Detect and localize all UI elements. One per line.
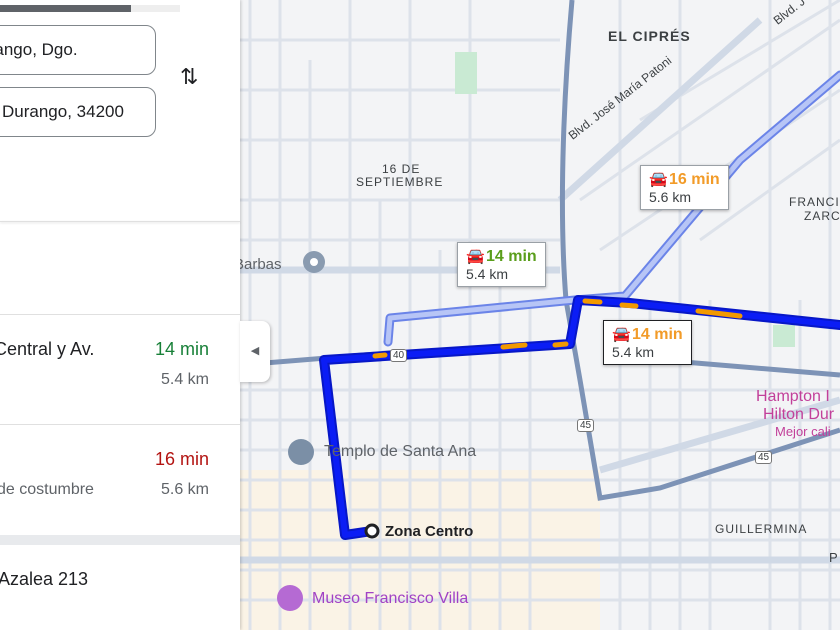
label-hampton-2[interactable]: Hilton Dur (763, 406, 835, 423)
label-p: P (829, 550, 839, 565)
highway-45-shield: 45 (755, 451, 773, 464)
route-title: Central y Av. (0, 339, 95, 359)
route-distance: 5.4 km (160, 371, 209, 388)
map-canvas[interactable]: EL CIPRÉS 16 DE SEPTIEMBRE Blvd. José Ma… (234, 0, 840, 630)
destination-input[interactable]: Durango, 34200 (0, 87, 156, 137)
route-callout-1[interactable]: 🚘14 min 5.4 km (457, 242, 546, 287)
divider (0, 221, 240, 222)
divider (0, 314, 240, 315)
origin-input[interactable]: Durango, Dgo. (0, 25, 156, 75)
directions-panel: Durango, Dgo. Durango, 34200 ⇅ Central y… (0, 0, 240, 630)
route-distance: 5.6 km (160, 481, 209, 498)
route-callout-2[interactable]: 🚘16 min 5.6 km (640, 165, 729, 210)
destination-marker (364, 523, 380, 539)
label-zona-centro[interactable]: Zona Centro (385, 523, 474, 540)
highway-40-shield: 40 (390, 349, 408, 362)
callout-time: 16 min (669, 171, 720, 188)
car-icon: 🚘 (612, 326, 631, 343)
callout-time: 14 min (486, 248, 537, 265)
triangle-left-icon: ◀ (250, 345, 260, 357)
car-icon: 🚘 (466, 248, 485, 265)
loading-progress-bar (0, 5, 180, 12)
label-el-cipres: EL CIPRÉS (608, 28, 691, 44)
divider (0, 424, 240, 425)
callout-distance: 5.4 km (612, 344, 655, 360)
map-graphics (240, 0, 840, 630)
route-callout-3[interactable]: 🚘14 min 5.4 km (603, 320, 692, 365)
collapse-panel-button[interactable]: ◀ (240, 321, 270, 382)
route-time: 16 min (154, 449, 209, 469)
callout-distance: 5.4 km (466, 266, 509, 282)
swap-vertical-icon[interactable]: ⇅ (180, 64, 199, 89)
callout-distance: 5.6 km (649, 189, 692, 205)
label-hampton-1[interactable]: Hampton I (756, 388, 830, 405)
section-divider (0, 535, 240, 545)
label-museo-francisco-villa[interactable]: Museo Francisco Villa (312, 590, 469, 607)
route-time: 14 min (154, 339, 209, 359)
label-16-septiembre-2: SEPTIEMBRE (356, 175, 444, 189)
label-16-septiembre-1: 16 DE (382, 162, 421, 176)
route-subtitle: de costumbre (0, 481, 94, 498)
callout-time: 14 min (632, 326, 683, 343)
progress-fill (0, 5, 132, 12)
label-barbas: Barbas (234, 256, 282, 273)
saved-place-item[interactable]: Azalea 213 (0, 569, 89, 589)
label-templo-santa-ana[interactable]: Templo de Santa Ana (324, 443, 477, 460)
highway-45-shield: 45 (577, 419, 595, 432)
label-francisco-1: FRANCI (789, 195, 840, 209)
label-hampton-3: Mejor cali (775, 424, 831, 439)
label-francisco-2: ZARC (804, 209, 840, 223)
label-guillermina: GUILLERMINA (715, 522, 808, 536)
car-icon: 🚘 (649, 171, 668, 188)
